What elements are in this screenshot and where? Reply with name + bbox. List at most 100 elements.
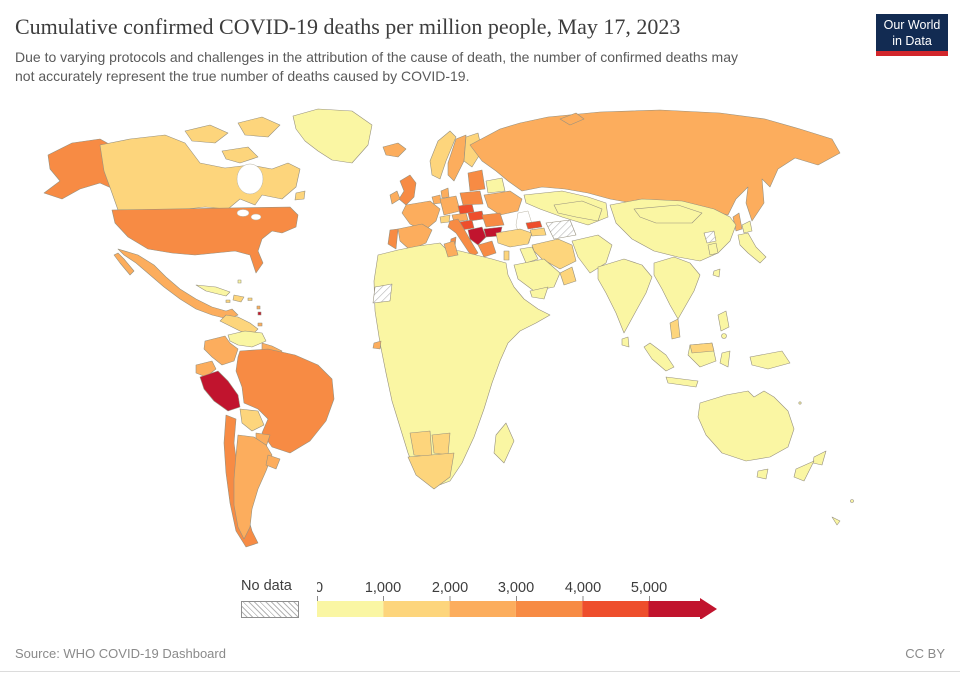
region-armenia-azerbaijan[interactable]	[529, 227, 547, 237]
region-africa-mainland[interactable]	[373, 242, 551, 488]
country-ecuador[interactable]	[195, 360, 217, 378]
country-iceland[interactable]	[382, 142, 407, 158]
region-se-asia[interactable]	[653, 256, 701, 320]
country-brazil[interactable]	[235, 348, 335, 454]
country-new-zealand-south[interactable]	[793, 460, 815, 482]
country-greece[interactable]	[477, 240, 497, 258]
country-germany[interactable]	[439, 195, 461, 216]
country-india[interactable]	[597, 258, 653, 334]
country-south-africa[interactable]	[407, 452, 455, 490]
legend-bin-0-1000[interactable]	[317, 601, 384, 617]
country-usa[interactable]	[111, 206, 299, 274]
country-sri-lanka[interactable]	[621, 336, 630, 348]
country-indonesia-sulawesi[interactable]	[719, 350, 731, 368]
country-chile[interactable]	[223, 414, 259, 548]
region-western-sahara[interactable]	[372, 283, 393, 304]
license-link[interactable]: CC BY	[905, 646, 945, 661]
region-baltics[interactable]	[467, 169, 486, 192]
country-benelux[interactable]	[431, 194, 442, 205]
country-micronesia[interactable]	[798, 401, 802, 405]
country-fiji[interactable]	[850, 499, 854, 503]
country-lesser-antilles-1[interactable]	[256, 305, 261, 310]
country-bolivia[interactable]	[239, 408, 265, 432]
legend-bin-2000-3000[interactable]	[449, 601, 516, 617]
country-puerto-rico[interactable]	[247, 297, 253, 301]
legend-bin-3000-4000[interactable]	[515, 601, 583, 617]
country-lesser-antilles-dark[interactable]	[257, 311, 262, 316]
country-philippines-south[interactable]	[721, 333, 727, 339]
country-georgia[interactable]	[525, 220, 543, 230]
country-canada-arctic-2[interactable]	[237, 116, 281, 138]
legend-no-data-swatch[interactable]	[241, 601, 299, 618]
country-portugal[interactable]	[387, 228, 399, 250]
country-indonesia-java[interactable]	[665, 376, 699, 388]
country-argentina[interactable]	[233, 434, 273, 540]
country-peru[interactable]	[199, 370, 241, 412]
country-mexico[interactable]	[117, 248, 239, 320]
region-balkans-west[interactable]	[467, 226, 487, 246]
country-mexico-baja[interactable]	[113, 252, 135, 276]
region-levant[interactable]	[503, 250, 510, 261]
country-belarus[interactable]	[485, 177, 506, 194]
country-russia-novaya-zemlya[interactable]	[559, 112, 585, 126]
country-uruguay[interactable]	[265, 454, 281, 470]
region-afghanistan-pakistan[interactable]	[571, 234, 613, 274]
country-jamaica[interactable]	[225, 299, 231, 303]
country-north-korea[interactable]	[703, 230, 717, 244]
region-central-asia[interactable]	[553, 200, 603, 222]
country-iran[interactable]	[531, 238, 577, 270]
country-south-korea[interactable]	[707, 242, 719, 256]
country-cuba[interactable]	[195, 284, 231, 297]
country-canada-newfoundland[interactable]	[294, 190, 306, 201]
country-saudi-arabia[interactable]	[513, 258, 561, 292]
country-uk[interactable]	[398, 174, 417, 206]
country-ukraine[interactable]	[483, 190, 523, 216]
country-venezuela[interactable]	[227, 330, 267, 348]
country-canada-arctic-1[interactable]	[184, 124, 229, 144]
legend-bin-5000-plus[interactable]	[648, 601, 701, 617]
country-canada[interactable]	[99, 134, 301, 211]
country-yemen[interactable]	[529, 286, 549, 300]
country-colombia[interactable]	[203, 335, 239, 366]
country-australia-tasmania[interactable]	[756, 468, 769, 480]
country-tunisia[interactable]	[443, 240, 459, 258]
country-malaysia-borneo[interactable]	[689, 342, 715, 354]
country-russia[interactable]	[469, 109, 841, 222]
country-botswana[interactable]	[431, 432, 451, 456]
country-japan-honshu[interactable]	[737, 232, 767, 264]
country-romania[interactable]	[481, 212, 505, 228]
country-senegal[interactable]	[372, 340, 382, 350]
country-mongolia[interactable]	[633, 204, 703, 224]
country-canada-arctic-3[interactable]	[221, 146, 259, 164]
country-hispaniola[interactable]	[232, 294, 245, 303]
owid-logo[interactable]: Our World in Data	[876, 14, 948, 56]
country-turkmenistan[interactable]	[545, 219, 577, 240]
country-new-caledonia[interactable]	[831, 516, 841, 526]
country-spain[interactable]	[397, 223, 433, 251]
legend-bin-4000-5000[interactable]	[582, 601, 649, 617]
country-iraq[interactable]	[519, 246, 539, 264]
country-france[interactable]	[401, 200, 441, 232]
country-greenland[interactable]	[292, 108, 373, 164]
country-new-zealand-north[interactable]	[812, 450, 827, 466]
country-papua-new-guinea[interactable]	[749, 350, 791, 370]
country-japan-hokkaido[interactable]	[741, 220, 753, 234]
region-oman-uae[interactable]	[559, 266, 577, 286]
country-poland[interactable]	[459, 190, 484, 206]
country-trinidad[interactable]	[257, 322, 263, 327]
region-hungary-slovakia[interactable]	[467, 210, 485, 222]
country-malaysia[interactable]	[669, 318, 681, 340]
country-ireland[interactable]	[389, 190, 401, 205]
country-taiwan[interactable]	[712, 268, 721, 278]
country-denmark[interactable]	[440, 187, 450, 199]
country-turkey[interactable]	[495, 228, 533, 248]
legend-bin-1000-2000[interactable]	[383, 601, 450, 617]
country-norway[interactable]	[429, 130, 457, 180]
country-usa-alaska[interactable]	[43, 138, 119, 200]
country-madagascar[interactable]	[493, 422, 515, 464]
country-philippines[interactable]	[717, 310, 730, 332]
country-australia[interactable]	[697, 390, 795, 462]
country-indonesia-sumatra[interactable]	[643, 342, 675, 372]
country-bahamas[interactable]	[237, 279, 242, 284]
country-switzerland[interactable]	[439, 214, 451, 224]
